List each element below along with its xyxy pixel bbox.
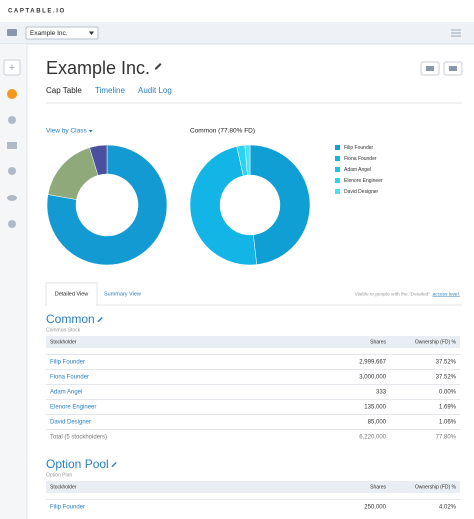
- donut-segment: [46, 144, 168, 266]
- menu-icon[interactable]: [451, 29, 461, 37]
- tab[interactable]: Cap Table: [46, 86, 82, 95]
- page-title: Example Inc.: [46, 58, 150, 78]
- sidebar: [0, 44, 27, 519]
- top-bar: [0, 0, 474, 22]
- table-cell[interactable]: David Designer: [50, 420, 91, 426]
- legend-swatch: [335, 156, 340, 161]
- edit-icon[interactable]: [155, 63, 162, 70]
- legend-swatch: [335, 178, 340, 183]
- section-subtitle: Option Plan: [46, 472, 72, 478]
- column-header: Ownership (FD) %: [415, 339, 457, 345]
- people-icon[interactable]: [8, 116, 16, 124]
- column-header: Ownership (FD) %: [415, 484, 457, 490]
- legend-label: Fiona Founder: [344, 156, 377, 162]
- company-select-label[interactable]: Example Inc.: [30, 30, 68, 37]
- table-cell[interactable]: Adam Angel: [50, 390, 82, 396]
- donut-title: Common (77.80% FD): [190, 128, 255, 135]
- table-cell: 333: [376, 390, 387, 396]
- donut-segment: [244, 144, 251, 176]
- total-cell: 6,220,000: [359, 435, 386, 441]
- id-icon: [426, 66, 434, 71]
- view-tab[interactable]: Detailed View: [55, 291, 89, 297]
- view-tab[interactable]: Summary View: [104, 291, 141, 297]
- legend-swatch: [335, 167, 340, 172]
- company-select[interactable]: [25, 26, 99, 40]
- total-cell: Total (5 stockholders): [50, 435, 107, 441]
- column-header: Shares: [370, 339, 386, 345]
- table-cell: 135,000: [364, 405, 386, 411]
- add-icon: +: [9, 62, 15, 74]
- table-cell[interactable]: Fiona Founder: [50, 375, 89, 381]
- settings-icon[interactable]: [8, 220, 16, 228]
- legend-label: David Designer: [344, 189, 379, 195]
- table-cell: 1.69%: [439, 405, 457, 411]
- table-cell: 0.00%: [439, 390, 457, 396]
- legend-label: Elenore Engineer: [344, 178, 383, 184]
- captable-icon[interactable]: [7, 89, 17, 99]
- legend-label: Filip Founder: [344, 145, 374, 151]
- column-header: Stockholder: [50, 339, 77, 345]
- table-cell[interactable]: Filip Founder: [50, 505, 85, 511]
- select-arrow: [89, 31, 94, 35]
- table-cell[interactable]: Filip Founder: [50, 360, 85, 366]
- section-title: Common: [46, 312, 95, 326]
- section-title: Option Pool: [46, 457, 109, 471]
- donut-segment: [189, 146, 257, 266]
- donut-segment: [47, 147, 99, 200]
- table-cell: 4.02%: [439, 505, 457, 511]
- total-cell: 77.80%: [436, 435, 457, 441]
- donut-segment: [89, 144, 108, 176]
- toolbar: [0, 22, 474, 44]
- table-cell: 37.52%: [436, 375, 457, 381]
- edit-icon[interactable]: [111, 462, 117, 467]
- legend-swatch: [335, 145, 340, 150]
- legend-swatch: [335, 189, 340, 194]
- bulb-icon[interactable]: [8, 167, 16, 175]
- folder-icon[interactable]: [7, 29, 17, 36]
- column-header: Stockholder: [50, 484, 77, 490]
- table-cell[interactable]: Elenore Engineer: [50, 405, 96, 411]
- table-cell: 85,000: [368, 420, 387, 426]
- access-level-link[interactable]: access level.: [433, 291, 460, 297]
- legend-label: Adam Angel: [344, 167, 371, 173]
- tab[interactable]: Audit Log: [138, 86, 172, 95]
- column-header: Shares: [370, 484, 386, 490]
- tab[interactable]: Timeline: [95, 86, 125, 95]
- table-cell: 37.52%: [436, 360, 457, 366]
- view-by-dropdown[interactable]: View by Class: [46, 128, 87, 135]
- add-button[interactable]: [3, 59, 21, 76]
- table-cell: 250,000: [364, 505, 386, 511]
- table-header: [46, 481, 460, 493]
- table-header: [46, 336, 460, 348]
- card-icon[interactable]: [7, 142, 17, 149]
- donut-segment: [249, 144, 311, 265]
- print-icon: [449, 66, 457, 71]
- table-cell: 1.06%: [439, 420, 457, 426]
- table-cell: 3,000,000: [359, 375, 386, 381]
- edit-icon[interactable]: [97, 317, 103, 322]
- brand: CAPTABLE.IO: [8, 9, 66, 15]
- table-cell: 2,999,667: [359, 360, 386, 366]
- visibility-note: Visible to people with the "Detailed": [355, 291, 431, 297]
- eye-icon[interactable]: [7, 195, 17, 201]
- section-subtitle: Common Stock: [46, 327, 81, 333]
- dropdown-arrow: [88, 130, 93, 133]
